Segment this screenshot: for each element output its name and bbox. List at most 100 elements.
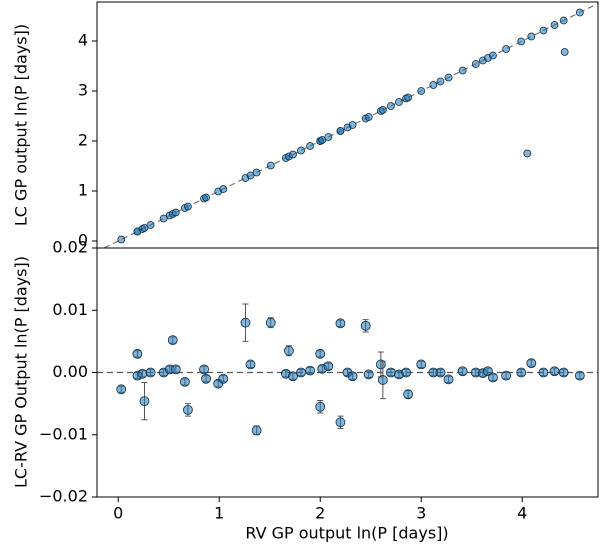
point [251, 425, 262, 436]
point [360, 320, 371, 331]
point [443, 374, 454, 385]
y-tick-label: 2 [78, 131, 88, 150]
point [240, 317, 251, 328]
point [558, 367, 569, 378]
point [489, 51, 497, 60]
point [436, 77, 445, 86]
point [199, 364, 209, 375]
point [246, 171, 255, 180]
point [471, 60, 480, 68]
y-tick-label: 1 [78, 181, 88, 200]
point [387, 102, 395, 110]
plot-area [103, 2, 598, 248]
point [335, 417, 346, 428]
point [318, 136, 327, 144]
point [315, 401, 326, 412]
point [305, 365, 316, 376]
point [517, 37, 526, 46]
point [202, 193, 210, 202]
point [363, 369, 374, 380]
y-axis-label: LC-RV GP Output ln(P [days]) [12, 256, 31, 488]
point [526, 358, 537, 369]
point [444, 73, 453, 82]
y-tick-label: −0.02 [39, 487, 88, 506]
point [159, 214, 168, 223]
point [288, 371, 298, 382]
point [289, 150, 297, 159]
point [171, 208, 180, 217]
point [315, 348, 326, 359]
point [416, 359, 427, 370]
point [306, 142, 315, 150]
y-tick-label: 4 [78, 31, 88, 50]
point [539, 26, 548, 35]
point [559, 16, 568, 25]
y-tick-label: 0.02 [52, 238, 88, 257]
plot-area [97, 303, 598, 436]
point [284, 345, 294, 356]
point [488, 372, 498, 383]
point [179, 376, 190, 387]
y-axis-label: LC GP output ln(P [days]) [12, 24, 31, 226]
point [297, 146, 305, 155]
point [146, 221, 155, 229]
point [140, 224, 149, 232]
point [574, 370, 585, 381]
y-tick-label: 3 [78, 81, 88, 100]
point [145, 367, 156, 378]
point [184, 202, 192, 211]
point [401, 367, 411, 378]
point [386, 367, 396, 378]
point [335, 318, 346, 329]
y-tick-label: 0.00 [52, 362, 88, 381]
point [218, 373, 229, 384]
point [502, 45, 510, 53]
point [219, 185, 228, 193]
point [560, 48, 569, 56]
point [516, 367, 527, 378]
point [417, 87, 426, 95]
x-tick-label: 2 [315, 504, 325, 523]
point [116, 384, 127, 395]
point [435, 367, 446, 378]
point [550, 21, 559, 29]
point [336, 127, 345, 135]
point [266, 161, 275, 170]
point [348, 121, 357, 129]
x-tick-label: 1 [214, 504, 224, 523]
point [527, 32, 536, 41]
point [201, 373, 211, 384]
point [323, 361, 334, 372]
point [395, 98, 403, 106]
y-tick-label: −0.01 [39, 424, 88, 443]
point [324, 133, 333, 141]
point [139, 396, 150, 407]
y-tick-label: 0.01 [52, 300, 88, 319]
point [117, 235, 126, 244]
point [167, 335, 178, 346]
point [575, 8, 584, 17]
point [429, 81, 438, 89]
point [296, 367, 306, 378]
point [137, 368, 148, 379]
x-tick-label: 0 [113, 504, 123, 523]
x-tick-label: 4 [517, 504, 527, 523]
point [245, 359, 256, 370]
axes-frame [96, 247, 599, 498]
point [347, 371, 358, 382]
x-tick-label: 3 [416, 504, 426, 523]
point [523, 149, 532, 158]
point [183, 404, 193, 415]
point [132, 348, 143, 359]
point [457, 366, 468, 377]
point [538, 367, 549, 378]
point [170, 364, 181, 375]
point [265, 317, 276, 328]
x-axis-label: RV GP output ln(P [days]) [245, 524, 448, 543]
point [403, 389, 414, 400]
y-tick-label: 0 [78, 231, 88, 250]
point [252, 168, 261, 177]
point [364, 113, 373, 121]
point [501, 370, 511, 381]
